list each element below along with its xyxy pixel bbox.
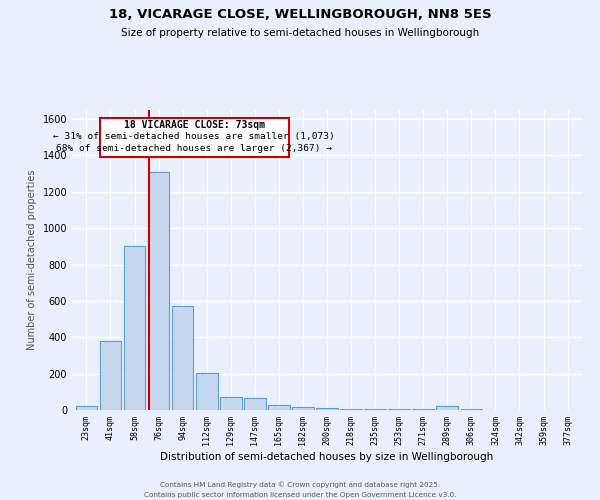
Text: Distribution of semi-detached houses by size in Wellingborough: Distribution of semi-detached houses by … [160, 452, 494, 462]
Text: 18, VICARAGE CLOSE, WELLINGBOROUGH, NN8 5ES: 18, VICARAGE CLOSE, WELLINGBOROUGH, NN8 … [109, 8, 491, 20]
Bar [461, 409, 482, 410]
Bar [100, 118, 289, 156]
Text: 68% of semi-detached houses are larger (2,367) →: 68% of semi-detached houses are larger (… [56, 144, 332, 153]
Text: Contains HM Land Registry data © Crown copyright and database right 2025.
Contai: Contains HM Land Registry data © Crown c… [144, 482, 456, 498]
Bar [364, 409, 386, 410]
Bar [316, 408, 338, 410]
Text: ← 31% of semi-detached houses are smaller (1,073): ← 31% of semi-detached houses are smalle… [53, 132, 335, 141]
Bar [100, 341, 121, 410]
Bar [196, 372, 218, 410]
Bar [148, 172, 169, 410]
Bar [124, 246, 145, 410]
Bar [292, 408, 314, 410]
Bar [436, 406, 458, 410]
Bar [244, 398, 266, 410]
Text: Size of property relative to semi-detached houses in Wellingborough: Size of property relative to semi-detach… [121, 28, 479, 38]
Bar [76, 406, 97, 410]
Bar [172, 306, 193, 410]
Bar [220, 397, 242, 410]
Bar [388, 409, 410, 410]
Bar [412, 409, 434, 410]
Text: 18 VICARAGE CLOSE: 73sqm: 18 VICARAGE CLOSE: 73sqm [124, 120, 265, 130]
Bar [268, 405, 290, 410]
Bar [340, 409, 362, 410]
Y-axis label: Number of semi-detached properties: Number of semi-detached properties [27, 170, 37, 350]
